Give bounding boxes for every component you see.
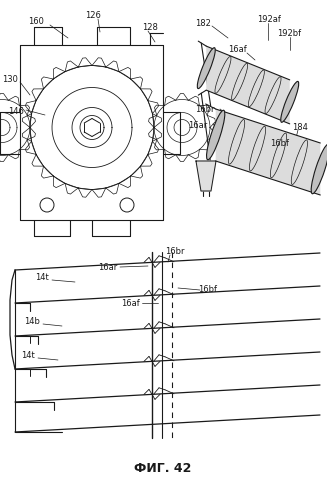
Text: 16af: 16af — [228, 46, 246, 54]
Text: 16ar: 16ar — [188, 120, 208, 130]
Ellipse shape — [311, 144, 327, 194]
Text: 130: 130 — [2, 76, 18, 84]
Text: 146: 146 — [8, 108, 24, 116]
Text: 14t: 14t — [35, 274, 49, 282]
Text: 160: 160 — [28, 18, 44, 26]
Ellipse shape — [207, 110, 225, 160]
Text: ФИГ. 42: ФИГ. 42 — [134, 462, 192, 474]
Ellipse shape — [281, 82, 299, 122]
Text: 128: 128 — [142, 24, 158, 32]
Text: 14t: 14t — [21, 352, 35, 360]
Polygon shape — [196, 161, 216, 191]
Text: 16br: 16br — [165, 248, 185, 256]
Text: 16bf: 16bf — [198, 286, 217, 294]
Text: 14b: 14b — [24, 318, 40, 326]
Text: 16bf: 16bf — [270, 140, 289, 148]
Polygon shape — [216, 109, 320, 195]
Text: 126: 126 — [85, 10, 101, 20]
Text: 184: 184 — [292, 122, 308, 132]
Text: 182: 182 — [195, 18, 211, 28]
Text: 16ar: 16ar — [98, 262, 118, 272]
Ellipse shape — [197, 48, 215, 88]
Text: 16br: 16br — [195, 106, 215, 114]
Text: 16af: 16af — [121, 298, 139, 308]
Text: 192af: 192af — [257, 16, 281, 24]
Polygon shape — [206, 46, 290, 124]
Text: 192bf: 192bf — [277, 30, 301, 38]
